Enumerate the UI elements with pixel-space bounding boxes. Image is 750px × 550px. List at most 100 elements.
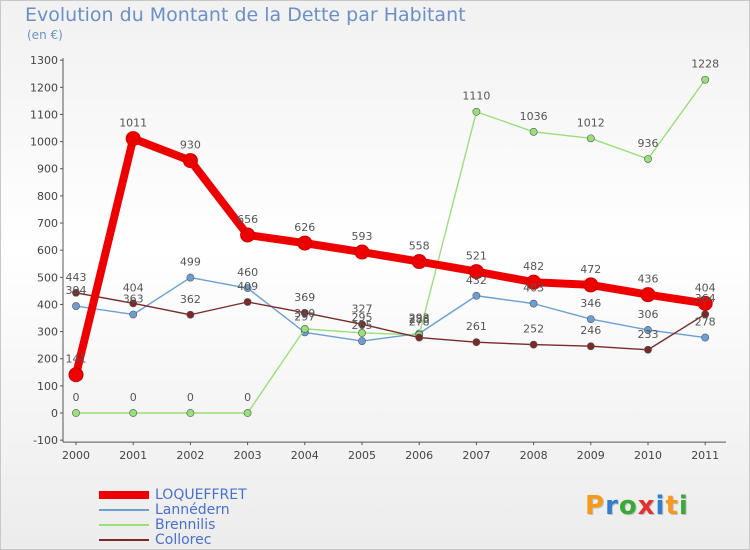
data-point <box>586 342 595 351</box>
logo-letter: o <box>618 491 638 521</box>
data-point <box>68 367 84 383</box>
series-line-0 <box>72 134 710 379</box>
data-label: 1012 <box>577 116 605 129</box>
data-point <box>526 274 542 290</box>
data-point <box>129 310 138 319</box>
data-label: 558 <box>409 240 430 253</box>
data-label: 278 <box>409 316 430 329</box>
logo-letter: P <box>585 491 606 521</box>
data-point <box>529 127 538 136</box>
data-label: 369 <box>294 291 315 304</box>
logo-letter: r <box>605 491 619 521</box>
y-tick-label: 0 <box>51 407 58 420</box>
series-line-2 <box>75 79 706 414</box>
data-label: 278 <box>695 316 716 329</box>
legend-label: Collorec <box>155 531 212 548</box>
data-point <box>186 273 195 282</box>
data-label: 404 <box>695 281 716 294</box>
data-point <box>644 326 652 334</box>
data-point <box>472 107 481 116</box>
data-label: 930 <box>180 139 201 152</box>
chart-legend: LOQUEFFRET Lannédern Brennilis Collorec <box>99 486 247 548</box>
data-point <box>72 288 80 297</box>
legend-item: Brennilis <box>99 517 247 533</box>
data-label: 261 <box>466 320 487 333</box>
y-tick-label: 300 <box>37 326 58 339</box>
data-label: 1011 <box>119 117 147 130</box>
data-label: 936 <box>638 137 659 150</box>
logo-letter: i <box>655 491 666 521</box>
data-label: 403 <box>523 282 544 295</box>
data-label: 0 <box>73 391 80 404</box>
data-point <box>358 329 366 337</box>
data-point <box>354 244 370 260</box>
y-tick-label: 1100 <box>30 108 58 121</box>
data-point <box>129 409 138 417</box>
data-point <box>182 153 198 169</box>
data-label: 363 <box>123 292 144 305</box>
legend-swatch <box>99 508 149 511</box>
data-label: 0 <box>130 391 137 404</box>
data-point <box>529 340 538 349</box>
data-label: 482 <box>523 260 544 273</box>
data-point <box>415 333 424 342</box>
data-point <box>358 320 366 329</box>
x-tick-label: 2004 <box>291 449 319 462</box>
legend-label: Lannédern <box>155 501 230 518</box>
data-point <box>297 235 313 251</box>
data-point <box>125 131 141 147</box>
series-line-3 <box>75 292 706 351</box>
data-label: 293 <box>409 311 430 324</box>
data-point <box>701 333 710 342</box>
data-point <box>701 75 710 84</box>
x-tick-label: 2005 <box>348 449 376 462</box>
y-tick-label: 800 <box>37 190 58 203</box>
y-tick-label: 1300 <box>30 54 58 67</box>
x-tick-label: 2009 <box>577 449 605 462</box>
logo-letter: i <box>678 491 689 521</box>
data-point <box>243 284 252 293</box>
data-label: 288 <box>409 313 430 326</box>
data-label: 436 <box>638 273 659 286</box>
y-tick-label: 600 <box>37 244 58 257</box>
data-point <box>358 337 366 345</box>
data-label: 626 <box>294 221 315 234</box>
data-point <box>472 291 481 300</box>
data-point <box>300 324 309 333</box>
data-point <box>644 345 652 354</box>
chart-subtitle: (en €) <box>27 28 63 42</box>
x-tick-label: 2006 <box>405 449 433 462</box>
data-point <box>186 310 195 319</box>
data-label: 1228 <box>691 58 719 71</box>
data-point <box>586 315 595 323</box>
data-point <box>243 298 252 306</box>
data-label: 1110 <box>462 90 490 103</box>
data-label: 306 <box>638 308 659 321</box>
data-label: 246 <box>580 324 601 337</box>
data-label: 1036 <box>520 110 548 123</box>
legend-item: Collorec <box>99 531 247 548</box>
data-label: 404 <box>123 281 144 294</box>
legend-swatch <box>99 490 149 499</box>
data-point <box>72 409 80 417</box>
data-point <box>300 308 309 317</box>
logo-letter: x <box>637 491 656 521</box>
data-point <box>583 277 599 293</box>
data-label: 364 <box>695 292 716 305</box>
data-label: 472 <box>580 263 601 276</box>
y-tick-label: -100 <box>33 434 58 447</box>
data-label: 656 <box>237 213 258 226</box>
data-label: 499 <box>180 256 201 269</box>
x-tick-label: 2002 <box>176 449 204 462</box>
data-label: 297 <box>294 310 315 323</box>
x-tick-label: 2007 <box>462 449 490 462</box>
data-point <box>468 264 484 280</box>
y-tick-label: 400 <box>37 298 58 311</box>
data-label: 310 <box>294 307 315 320</box>
data-label: 521 <box>466 250 487 263</box>
data-label: 409 <box>237 280 258 293</box>
x-tick-label: 2010 <box>634 449 662 462</box>
data-label: 443 <box>66 271 87 284</box>
legend-label: LOQUEFFRET <box>155 486 247 503</box>
